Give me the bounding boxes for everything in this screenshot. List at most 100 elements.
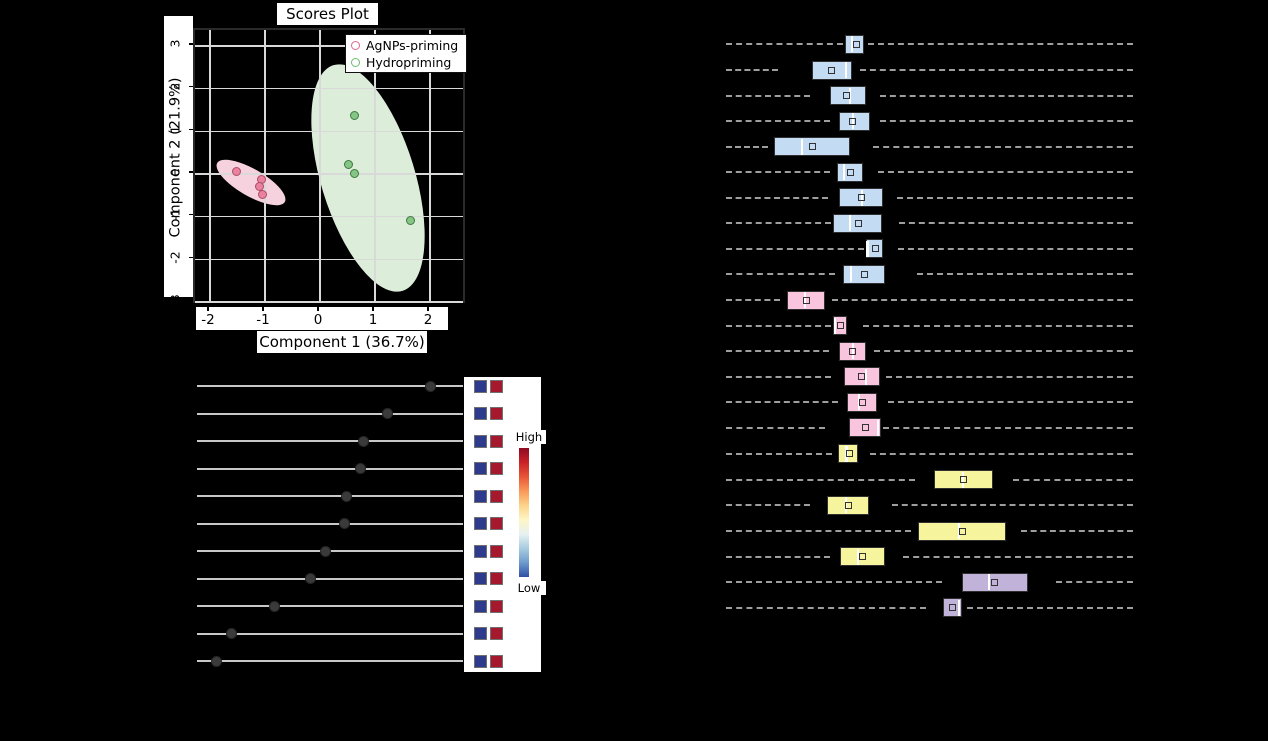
grid-line-horizontal — [195, 87, 463, 90]
whisker-dash-right — [1013, 478, 1133, 481]
heat-square-low — [474, 489, 487, 503]
box — [830, 86, 866, 105]
vip-row-line — [197, 522, 463, 525]
heat-square-low — [474, 627, 487, 640]
whisker-dash-left — [726, 120, 830, 122]
score-point-hydro — [405, 216, 415, 226]
heat-square-low — [474, 599, 487, 613]
grid-line-horizontal — [195, 301, 463, 303]
heat-square-low — [474, 517, 487, 530]
legend-entry-agnps: AgNPs-priming — [351, 37, 466, 54]
median-line — [848, 87, 852, 104]
grid-line-horizontal — [195, 130, 463, 133]
whisker-dash-right — [903, 555, 1133, 558]
median-line — [845, 445, 848, 462]
legend-circle-icon — [351, 58, 360, 67]
colorbar-high-label: High — [512, 430, 546, 444]
whisker-dash-right — [880, 120, 1133, 122]
whisker-dash-left — [726, 145, 768, 148]
heat-square-high — [489, 627, 503, 640]
whisker-dash-right — [868, 43, 1133, 45]
median-line — [876, 419, 880, 436]
mean-marker — [860, 270, 868, 278]
y-tick-mark — [189, 128, 193, 131]
median-line — [803, 292, 807, 308]
box — [943, 598, 962, 617]
vip-dot — [357, 435, 369, 447]
whisker-dash-left — [726, 247, 864, 250]
vip-dot — [304, 573, 316, 584]
whisker-dash-right — [967, 606, 1133, 609]
mean-marker — [808, 143, 816, 150]
heat-square-high — [489, 654, 503, 668]
median-line — [856, 548, 860, 565]
mean-marker — [990, 578, 998, 586]
x-tick-label: 2 — [423, 312, 433, 328]
mean-marker — [948, 604, 956, 611]
vip-dot — [268, 600, 280, 612]
mean-marker — [802, 296, 810, 304]
whisker-dash-left — [726, 606, 926, 609]
whisker-dash-left — [726, 273, 835, 275]
median-line — [866, 240, 869, 257]
mean-marker — [842, 92, 850, 99]
whisker-dash-left — [726, 350, 829, 352]
mean-marker — [827, 66, 835, 74]
whisker-dash-left — [726, 452, 832, 455]
whisker-dash-right — [899, 222, 1133, 224]
x-tick-mark — [372, 307, 374, 311]
whisker-dash-right — [892, 504, 1133, 506]
whisker-dash-left — [726, 299, 780, 301]
median-line — [844, 62, 848, 78]
grid-line-horizontal — [195, 215, 463, 218]
whisker-dash-right — [863, 324, 1133, 327]
vip-dot — [354, 463, 366, 474]
whisker-dash-left — [726, 530, 911, 532]
score-point-agnps — [232, 166, 242, 176]
whisker-dash-left — [726, 171, 830, 173]
whisker-dash-right — [874, 350, 1133, 352]
vip-dot — [319, 545, 331, 557]
median-line — [957, 599, 961, 616]
box — [844, 367, 880, 386]
y-tick-mark — [189, 171, 193, 173]
heat-square-high — [489, 572, 503, 585]
vip-row-line — [197, 605, 463, 607]
whisker-dash-right — [917, 273, 1133, 275]
whisker-dash-left — [726, 478, 915, 481]
box — [833, 213, 882, 233]
heat-square-low — [474, 544, 487, 558]
scores-plot-title: Scores Plot — [277, 3, 378, 25]
median-line — [851, 343, 855, 359]
legend-entry-hydro: Hydropriming — [351, 54, 466, 71]
heat-square-low — [474, 434, 487, 448]
whisker-dash-left — [726, 426, 825, 429]
median-line — [800, 138, 804, 155]
vip-dot — [338, 518, 350, 529]
whisker-dash-left — [726, 222, 831, 224]
grid-line-vertical — [209, 30, 211, 301]
y-tick-mark — [189, 85, 193, 88]
x-tick-label: 0 — [313, 312, 323, 328]
vip-dot — [424, 380, 436, 392]
mean-marker — [959, 476, 967, 483]
mean-marker — [871, 245, 879, 252]
whisker-dash-left — [726, 375, 831, 378]
whisker-dash-left — [726, 43, 843, 45]
vip-row-line — [197, 495, 463, 497]
whisker-dash-left — [726, 401, 838, 403]
x-tick-label: 1 — [368, 312, 378, 328]
heat-square-high — [489, 489, 503, 503]
median-line — [849, 266, 853, 282]
median-line — [850, 36, 854, 52]
whisker-dash-right — [870, 452, 1133, 455]
mean-marker — [857, 194, 865, 201]
mean-marker — [861, 424, 869, 431]
x-tick-mark — [427, 307, 429, 311]
vip-dot — [340, 490, 352, 502]
box — [845, 34, 864, 54]
whisker-dash-left — [726, 581, 942, 583]
x-tick-mark — [317, 307, 319, 311]
